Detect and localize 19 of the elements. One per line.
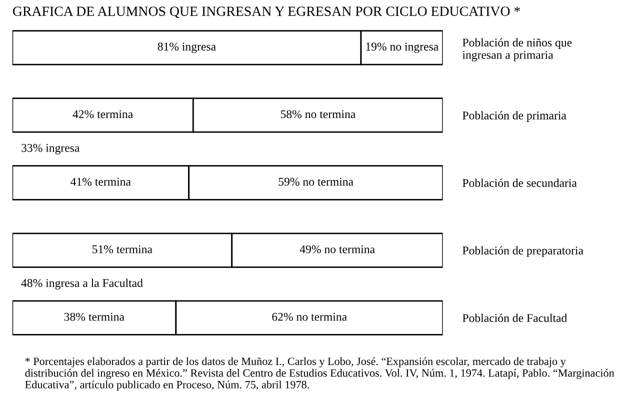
data-label: 51% termina bbox=[92, 245, 152, 254]
data-label: 62% no termina bbox=[272, 312, 347, 321]
data-label: 42% termina bbox=[72, 110, 133, 118]
data-label: 19% no ingresa bbox=[366, 42, 438, 54]
annotation: 33% ingresa bbox=[22, 144, 80, 154]
chart-title: GRAFICA DE ALUMNOS QUE INGRESAN Y EGRESAN POR CICLO EDUCATIVO * bbox=[12, 6, 520, 18]
data-label: 38% termina bbox=[64, 312, 124, 321]
y-tick-label: Población de preparatoria bbox=[462, 246, 584, 257]
data-label: 58% no termina bbox=[280, 110, 356, 118]
data-label: 59% no termina bbox=[278, 178, 354, 186]
y-tick-label: Población de Facultad bbox=[462, 314, 567, 322]
data-label: 81% ingresa bbox=[158, 42, 216, 54]
text: * Porcentajes elaborados a partir de los datos de Muñoz I., Carlos y Lobo, José. “Expansión escolar, mercado de trabajo y distribución del ingreso en México.” Revista del Centro de Estudios Educativos. Vol. IV, Núm. 1, 1974. Latapí, Pablo. “Marginación Educativa”, artículo publicado en Proceso, Núm. 75, abril 1978. bbox=[25, 357, 614, 391]
y-tick-label: Población de secundaria bbox=[462, 178, 577, 187]
data-label: 49% no termina bbox=[300, 245, 375, 254]
y-tick-label: Población de niños que ingresan a primaria bbox=[462, 38, 572, 62]
y-tick-label: Población de primaria bbox=[462, 111, 566, 122]
annotation: 48% ingresa a la Facultad bbox=[21, 278, 143, 290]
data-label: 41% termina bbox=[70, 178, 131, 186]
